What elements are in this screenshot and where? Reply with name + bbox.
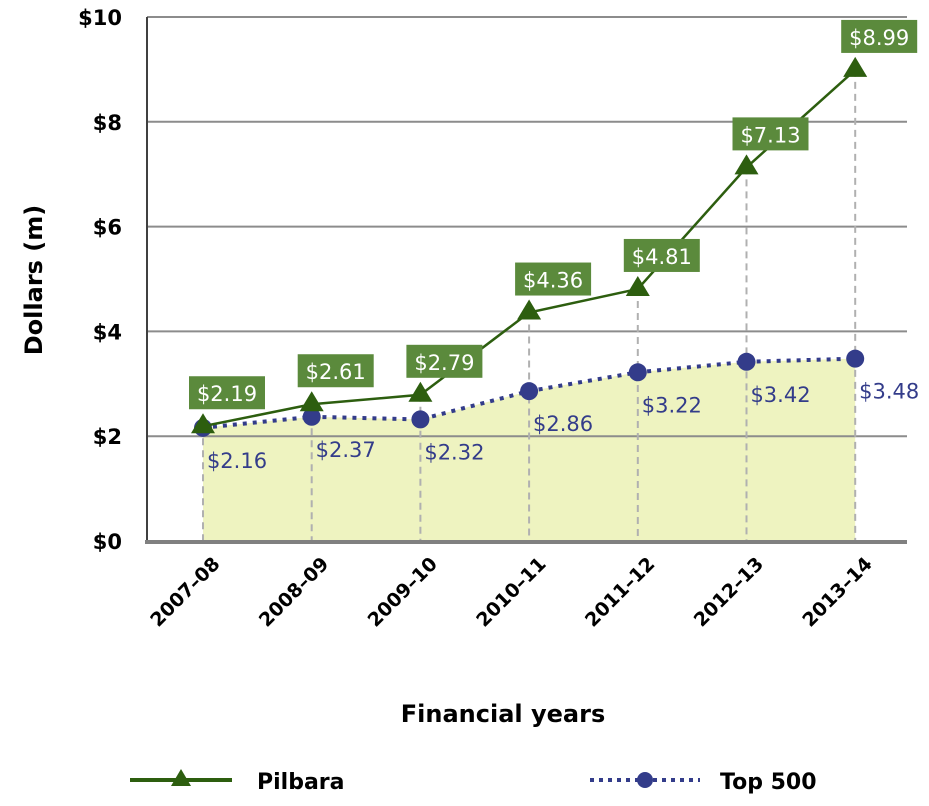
legend-item-top500[interactable]: Top 500 (590, 770, 817, 795)
top500-point[interactable] (737, 352, 756, 371)
top500-point[interactable] (520, 382, 539, 401)
x-axis-title: Financial years (401, 700, 605, 728)
triangle-marker-icon (171, 769, 191, 786)
top500-value-label: $3.48 (859, 380, 919, 404)
legend-label: Top 500 (720, 770, 817, 795)
legend: Pilbara Top 500 (130, 769, 817, 795)
y-axis-ticks: $0 $2 $4 $6 $8 $10 (78, 6, 122, 554)
pilbara-value-label: $2.79 (414, 351, 474, 375)
pilbara-label-box (841, 19, 918, 53)
pilbara-label-box (189, 376, 265, 410)
pilbara-value-label: $4.36 (523, 269, 583, 293)
pilbara-label-box (297, 354, 374, 388)
x-tick-label: 2008–09 (255, 553, 333, 631)
pilbara-value-label: $8.99 (849, 26, 909, 50)
x-tick-label: 2011–12 (581, 553, 659, 631)
pilbara-point[interactable] (517, 299, 542, 320)
pilbara-point[interactable] (191, 413, 215, 434)
y-tick-label: $4 (93, 320, 122, 344)
x-tick-label: 2012–13 (690, 553, 768, 631)
legend-label: Pilbara (257, 770, 345, 795)
axes (145, 17, 907, 544)
x-tick-label: 2009–10 (364, 553, 442, 631)
top500-value-label: $2.37 (316, 438, 376, 462)
y-tick-label: $10 (78, 6, 122, 30)
y-tick-label: $2 (93, 425, 122, 449)
top500-point[interactable] (628, 363, 647, 382)
x-tick-label: 2013–14 (798, 553, 876, 631)
circle-marker-icon (637, 772, 653, 788)
pilbara-label-box (732, 117, 809, 151)
data-labels: $2.19 $2.61 $2.79 $4.36 $4.81 $7.13 $8.99 $2.16… (189, 19, 919, 473)
top500-value-label: $2.16 (207, 449, 267, 473)
y-axis-title: Dollars (m) (20, 205, 48, 355)
top500-value-label: $3.22 (642, 393, 702, 417)
series (191, 56, 868, 437)
y-tick-label: $8 (93, 111, 122, 135)
pilbara-value-label: $2.19 (197, 382, 257, 406)
top500-point[interactable] (846, 349, 865, 368)
top500-point[interactable] (411, 410, 430, 429)
pilbara-value-label: $2.61 (306, 360, 366, 384)
top500-value-label: $2.86 (533, 412, 593, 436)
legend-item-pilbara[interactable]: Pilbara (130, 769, 345, 795)
top500-point[interactable] (302, 407, 321, 426)
pilbara-point[interactable] (408, 381, 433, 402)
y-tick-label: $6 (93, 216, 122, 240)
x-tick-label: 2007–08 (146, 553, 224, 631)
pilbara-label-box (406, 344, 483, 378)
y-tick-label: $0 (93, 530, 122, 554)
pilbara-point[interactable] (299, 391, 324, 412)
pilbara-point[interactable] (734, 154, 759, 175)
pilbara-label-box (623, 238, 700, 272)
x-tick-label: 2010–11 (472, 553, 550, 631)
pilbara-label-box (515, 262, 592, 296)
pilbara-point[interactable] (625, 275, 650, 296)
pilbara-point[interactable] (843, 56, 868, 77)
pilbara-value-label: $7.13 (740, 123, 800, 147)
top500-value-label: $3.42 (750, 383, 810, 407)
top500-value-label: $2.32 (424, 440, 484, 464)
pilbara-value-label: $4.81 (632, 245, 692, 269)
x-axis-ticks: 2007–08 2008–09 2009–10 2010–11 2011–12 2012–… (146, 553, 877, 631)
